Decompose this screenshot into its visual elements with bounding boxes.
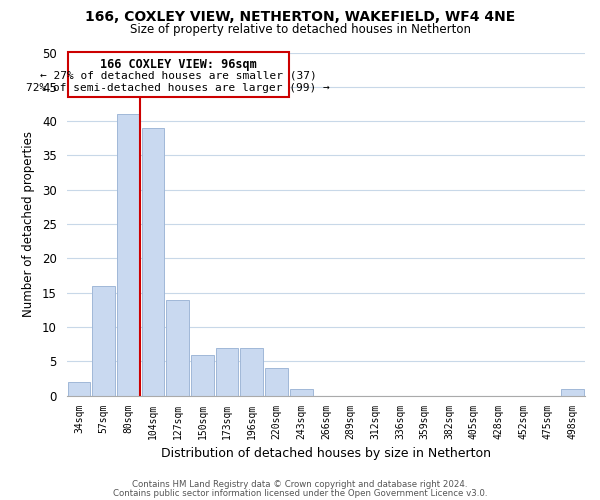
Bar	[142, 128, 164, 396]
Bar	[68, 382, 91, 396]
Bar	[68, 52, 289, 97]
Bar	[290, 389, 313, 396]
Bar	[191, 354, 214, 396]
Text: Contains public sector information licensed under the Open Government Licence v3: Contains public sector information licen…	[113, 489, 487, 498]
Text: Size of property relative to detached houses in Netherton: Size of property relative to detached ho…	[130, 22, 470, 36]
Text: 166 COXLEY VIEW: 96sqm: 166 COXLEY VIEW: 96sqm	[100, 58, 257, 71]
Bar	[117, 114, 140, 396]
Text: Contains HM Land Registry data © Crown copyright and database right 2024.: Contains HM Land Registry data © Crown c…	[132, 480, 468, 489]
Bar	[562, 389, 584, 396]
Text: ← 27% of detached houses are smaller (37): ← 27% of detached houses are smaller (37…	[40, 70, 317, 81]
Text: 72% of semi-detached houses are larger (99) →: 72% of semi-detached houses are larger (…	[26, 82, 330, 92]
X-axis label: Distribution of detached houses by size in Netherton: Distribution of detached houses by size …	[161, 447, 491, 460]
Bar	[92, 286, 115, 396]
Y-axis label: Number of detached properties: Number of detached properties	[22, 131, 35, 317]
Text: 166, COXLEY VIEW, NETHERTON, WAKEFIELD, WF4 4NE: 166, COXLEY VIEW, NETHERTON, WAKEFIELD, …	[85, 10, 515, 24]
Bar	[241, 348, 263, 396]
Bar	[265, 368, 288, 396]
Bar	[216, 348, 238, 396]
Bar	[166, 300, 189, 396]
